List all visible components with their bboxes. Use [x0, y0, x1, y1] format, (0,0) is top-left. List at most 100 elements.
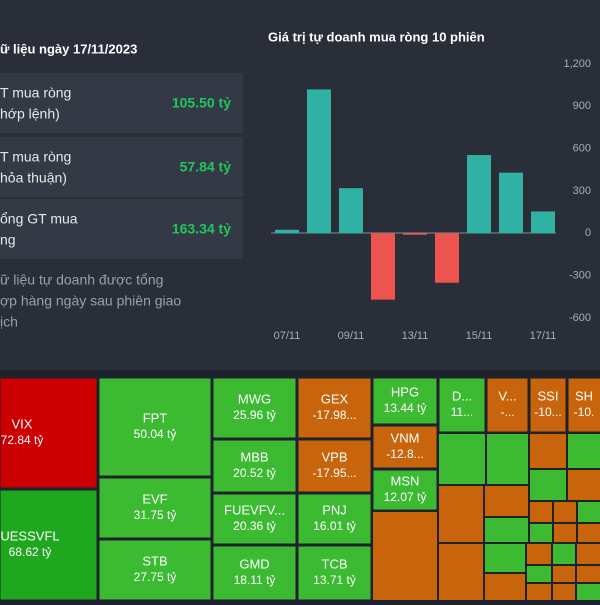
tile-value: -10. [574, 405, 595, 419]
x-tick-label: 15/11 [466, 330, 493, 342]
stat-value: 105.50 tỷ [172, 95, 231, 111]
tile-name: SH [575, 388, 593, 403]
tile-value: 16.01 tỷ [313, 519, 356, 533]
tile-name: VNM [391, 430, 420, 445]
note: ữ liệu tự doanh được tổng [0, 272, 163, 288]
bar [403, 233, 427, 235]
tile-name: FUEVFV... [224, 502, 285, 517]
tile-name: SSI [538, 388, 559, 403]
stat-label: T mua ròng [0, 149, 71, 165]
tile-name: MBB [240, 449, 268, 464]
tile [212, 377, 297, 439]
tile-name: VPB [321, 449, 347, 464]
y-tick-label: 600 [573, 143, 591, 155]
tile [297, 493, 372, 545]
tile [486, 377, 529, 433]
stat-label: T mua ròng [0, 85, 71, 101]
tile [297, 439, 372, 493]
tile-name: GEX [321, 391, 349, 406]
stat-value: 163.34 tỷ [172, 221, 231, 237]
tile-name: D... [452, 388, 472, 403]
tile-value: 31.75 tỷ [134, 508, 177, 522]
tile [567, 377, 600, 433]
tile-value: 20.52 tỷ [233, 466, 276, 480]
tile-value: 13.44 tỷ [384, 401, 427, 415]
tile-name: FPT [143, 410, 168, 425]
tile-value: 13.71 tỷ [313, 573, 356, 587]
tile-name: EVF [142, 491, 167, 506]
stat-value: 57.84 tỷ [180, 159, 232, 175]
tile-value: 12.07 tỷ [384, 490, 427, 504]
y-tick-label: 1,200 [563, 58, 591, 70]
bar [531, 211, 555, 234]
tile [372, 425, 438, 469]
stat-row [0, 137, 243, 197]
tile [98, 377, 212, 477]
bar [467, 155, 491, 234]
stat-row [0, 73, 243, 133]
tile [212, 493, 297, 545]
tile-value: -17.95... [312, 466, 356, 480]
tile [372, 377, 438, 425]
tile-value: 20.36 tỷ [233, 519, 276, 533]
tile-value: 27.75 tỷ [134, 570, 177, 584]
bar [371, 233, 395, 300]
tile [212, 439, 297, 493]
x-tick-label: 17/11 [530, 330, 557, 342]
tile-value: -10... [534, 405, 561, 419]
tile-name: V... [498, 388, 516, 403]
y-tick-label: 300 [573, 185, 591, 197]
stat-label: hỏa thuận) [0, 170, 67, 186]
tile [0, 377, 98, 489]
small-tiles [373, 434, 600, 600]
bar [307, 89, 331, 234]
tile-name: GMD [239, 556, 269, 571]
tile [212, 545, 297, 601]
summary-title: ữ liệu ngày 17/11/2023 [0, 41, 137, 56]
tile-value: 68.62 tỷ [9, 545, 52, 559]
tile-value: -17.98... [312, 408, 356, 422]
tile-value: 25.96 tỷ [233, 408, 276, 422]
bar [275, 229, 299, 234]
stat-label: ổng GT mua [0, 211, 78, 227]
tile-name: HPG [391, 384, 419, 399]
note: ịch [0, 314, 18, 330]
note: ợp hàng ngày sau phiên giao [0, 293, 181, 309]
chart-title: Giá trị tự doanh mua ròng 10 phiên [268, 29, 485, 44]
y-tick-label: 900 [573, 100, 591, 112]
tile-name: MSN [391, 473, 420, 488]
tile [372, 469, 438, 511]
tile-value: 50.04 tỷ [134, 427, 177, 441]
x-tick-label: 07/11 [274, 330, 301, 342]
tile-name: UESSVFL [0, 528, 59, 543]
tile-value: -... [501, 405, 515, 419]
tile-name: PNJ [322, 502, 347, 517]
y-tick-label: -600 [569, 312, 591, 324]
tile-value: 11... [451, 405, 473, 419]
tile [529, 377, 567, 433]
tile [98, 477, 212, 539]
stat-label: ng [0, 232, 16, 248]
tile [438, 377, 486, 433]
tile-name: TCB [322, 556, 348, 571]
tile-name: STB [142, 553, 167, 568]
tile-value: 72.84 tỷ [1, 433, 44, 447]
x-tick-label: 09/11 [338, 330, 365, 342]
tile [98, 539, 212, 601]
bar [435, 233, 459, 283]
stat-row [0, 199, 243, 259]
tile-value: 18.11 tỷ [234, 573, 276, 587]
x-tick-label: 13/11 [402, 330, 429, 342]
tile-value: -12.8... [386, 447, 423, 461]
stat-label: hớp lệnh) [0, 106, 60, 122]
tile [0, 489, 98, 601]
bar [499, 172, 523, 234]
y-tick-label: 0 [585, 227, 591, 239]
tile [297, 545, 372, 601]
tile [297, 377, 372, 439]
tile-name: MWG [238, 391, 271, 406]
bar [339, 188, 363, 234]
y-tick-label: -300 [569, 270, 591, 282]
